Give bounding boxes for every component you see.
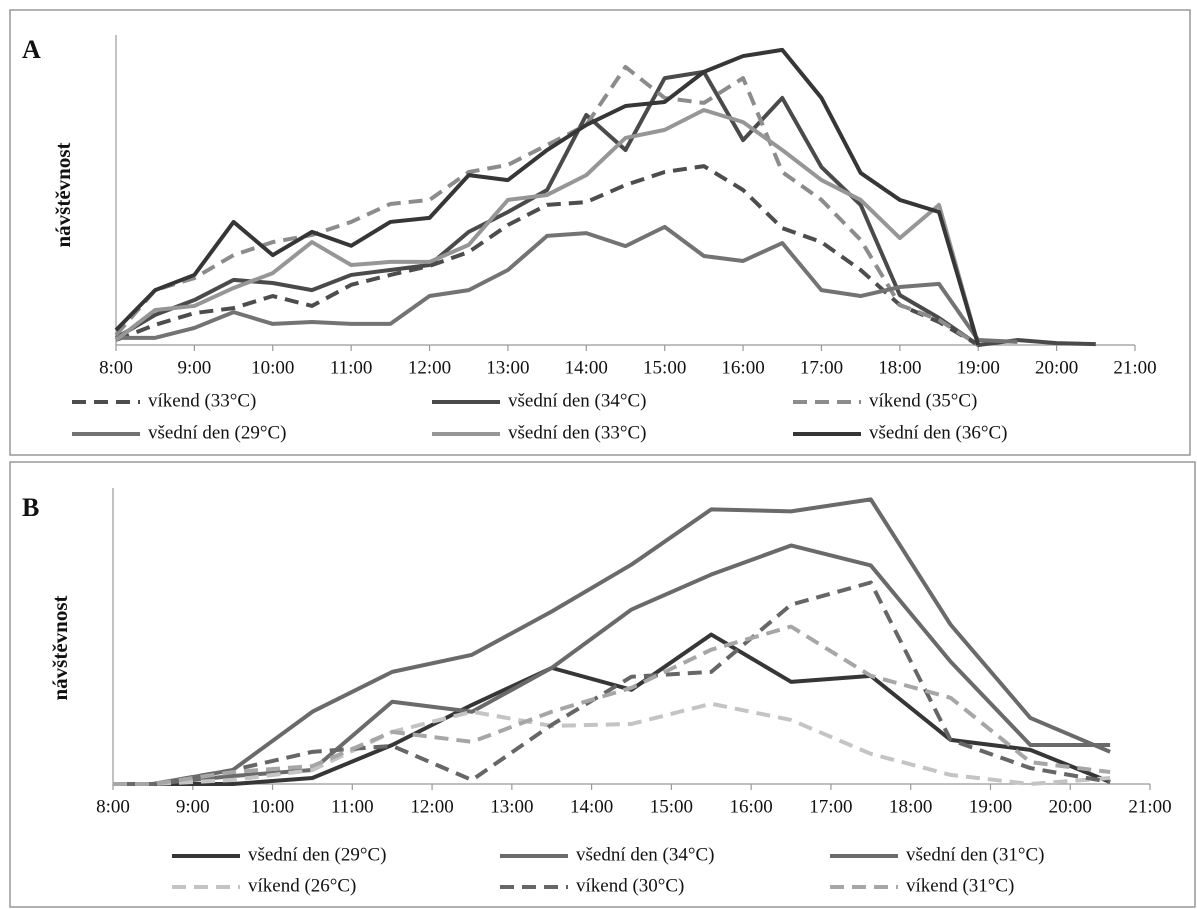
y-axis-label: návštěvnost — [48, 595, 72, 700]
x-tick-label: 12:00 — [408, 357, 451, 378]
y-axis-label: návštěvnost — [51, 142, 75, 247]
legend-label: víkend (35°C) — [869, 390, 977, 411]
x-tick-label: 16:00 — [721, 357, 764, 378]
legend-label: všední den (36°C) — [869, 422, 1007, 443]
x-tick-label: 8:00 — [96, 796, 130, 817]
legend-label: všední den (29°C) — [248, 844, 386, 865]
x-tick-label: 20:00 — [1035, 357, 1078, 378]
legend-label: všední den (29°C) — [148, 422, 286, 443]
x-tick-label: 12:00 — [410, 796, 453, 817]
panel-label: B — [22, 493, 39, 522]
series-line — [113, 624, 1111, 786]
x-tick-label: 18:00 — [889, 796, 932, 817]
x-tick-label: 21:00 — [1113, 357, 1156, 378]
series-line — [113, 701, 1111, 786]
x-tick-label: 13:00 — [490, 796, 533, 817]
x-tick-label: 15:00 — [650, 796, 693, 817]
x-tick-label: 18:00 — [878, 357, 921, 378]
x-tick-label: 11:00 — [331, 796, 374, 817]
legend-label: víkend (33°C) — [148, 390, 256, 411]
series-line — [114, 108, 981, 346]
panel-frame — [9, 9, 1191, 456]
x-tick-label: 11:00 — [330, 357, 373, 378]
x-tick-label: 9:00 — [176, 796, 210, 817]
series-line — [114, 69, 1096, 347]
series-line — [114, 47, 981, 346]
x-tick-label: 16:00 — [730, 796, 773, 817]
x-tick-label: 14:00 — [570, 796, 613, 817]
series-line — [113, 497, 1111, 786]
x-tick-label: 13:00 — [486, 357, 529, 378]
x-tick-label: 14:00 — [565, 357, 608, 378]
legend-label: všední den (34°C) — [508, 390, 646, 411]
panel-label: A — [22, 35, 41, 64]
x-tick-label: 10:00 — [251, 357, 294, 378]
series-line — [113, 543, 1111, 786]
legend-label: víkend (26°C) — [248, 875, 356, 896]
legend-label: víkend (30°C) — [576, 875, 684, 896]
legend-label: všední den (31°C) — [906, 844, 1044, 865]
x-tick-label: 21:00 — [1128, 796, 1171, 817]
series-line — [113, 632, 1111, 786]
x-tick-label: 8:00 — [99, 357, 133, 378]
panel-frame — [9, 461, 1196, 908]
legend-label: všední den (34°C) — [576, 844, 714, 865]
x-tick-label: 19:00 — [957, 357, 1000, 378]
legend-label: všední den (33°C) — [508, 422, 646, 443]
x-tick-label: 9:00 — [177, 357, 211, 378]
x-tick-label: 19:00 — [969, 796, 1012, 817]
x-tick-label: 17:00 — [800, 357, 843, 378]
x-tick-label: 17:00 — [809, 796, 852, 817]
x-tick-label: 20:00 — [1049, 796, 1092, 817]
x-tick-label: 10:00 — [251, 796, 294, 817]
series-line — [115, 164, 980, 347]
x-tick-label: 15:00 — [643, 357, 686, 378]
legend-label: víkend (31°C) — [906, 875, 1014, 896]
series-line — [116, 224, 1018, 344]
